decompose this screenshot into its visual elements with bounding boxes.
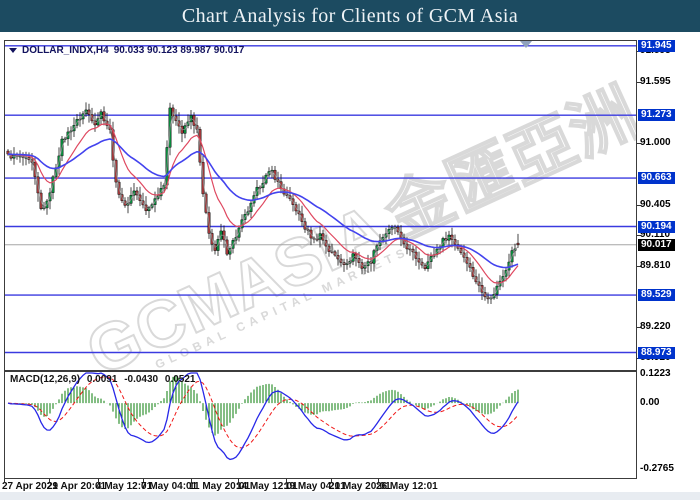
price-tick-dash — [637, 143, 641, 144]
bottom-strip — [0, 492, 700, 500]
time-axis-label: 29 Apr 20:01 — [47, 481, 107, 492]
current-price-label: 90.017 — [638, 239, 675, 251]
price-tick-dash — [637, 235, 641, 236]
macd-tick-label: 0.1223 — [640, 368, 671, 379]
macd-main-line — [7, 372, 519, 461]
price-level-label: 91.273 — [638, 109, 675, 121]
price-tick-label: 91.000 — [640, 137, 671, 148]
price-level-label: 90.194 — [638, 221, 675, 233]
time-tick — [286, 479, 287, 482]
ma-red-line — [7, 123, 519, 284]
macd-panel-border — [4, 371, 637, 479]
title-bar: Chart Analysis for Clients of GCM Asia — [0, 0, 700, 32]
time-axis-label: 14 May 12:01 — [236, 481, 298, 492]
price-tick-label: 90.405 — [640, 199, 671, 210]
main-panel-border — [4, 40, 637, 371]
time-axis-label: 21 May 20:01 — [329, 481, 391, 492]
macd-canvas[interactable] — [4, 371, 637, 479]
price-level-label: 91.945 — [638, 40, 675, 52]
time-tick — [49, 479, 50, 482]
time-axis-label: 19 May 04:01 — [284, 481, 346, 492]
price-tick-label: 91.595 — [640, 76, 671, 87]
price-tick-label: 90.110 — [640, 229, 671, 240]
time-axis-label: 27 Apr 2021 — [2, 481, 58, 492]
time-tick — [143, 479, 144, 482]
price-level-label: 89.529 — [638, 289, 675, 301]
price-tick-dash — [637, 82, 641, 83]
macd-tick-label: 0.00 — [640, 397, 660, 408]
price-tick-dash — [637, 266, 641, 267]
horizontal-level-lines[interactable] — [5, 45, 636, 354]
macd-histogram — [10, 376, 519, 436]
time-axis-label: 7 May 04:01 — [141, 481, 198, 492]
time-tick — [98, 479, 99, 482]
ma-fast-gray-line — [7, 110, 519, 299]
time-tick — [238, 479, 239, 482]
macd-signal-line — [7, 376, 519, 449]
time-tick — [4, 479, 5, 482]
price-tick-dash — [637, 205, 641, 206]
macd-main-value: 0.0091 — [86, 374, 118, 385]
macd-header: MACD(12,26,9) 0.0091 -0.0430 0.0521 — [10, 374, 199, 385]
main-chart-canvas[interactable] — [4, 40, 637, 371]
time-tick — [191, 479, 192, 482]
macd-tick-label: -0.2765 — [640, 463, 674, 474]
chart-shift-marker-icon[interactable] — [520, 41, 532, 48]
time-axis-label: 4 May 12:01 — [96, 481, 153, 492]
price-tick-dash — [637, 327, 641, 328]
price-tick-label: 89.810 — [640, 260, 671, 271]
ohlc-values: 90.033 90.123 89.987 90.017 — [113, 45, 245, 56]
ma-blue-line — [7, 138, 519, 269]
symbol-dropdown-icon[interactable] — [9, 48, 17, 53]
chart-header: DOLLAR_INDX,H4 90.033 90.123 89.987 90.0… — [9, 45, 244, 56]
macd-signal-value: -0.0430 — [124, 374, 159, 385]
price-level-label: 88.973 — [638, 347, 675, 359]
symbol-label: DOLLAR_INDX,H4 — [22, 45, 109, 56]
time-tick — [378, 479, 379, 482]
time-tick — [331, 479, 332, 482]
price-tick-label: 89.220 — [640, 321, 671, 332]
time-axis-label: 26 May 12:01 — [376, 481, 438, 492]
page-title: Chart Analysis for Clients of GCM Asia — [181, 4, 519, 27]
macd-histogram-value: 0.0521 — [164, 374, 196, 385]
time-axis-label: 11 May 20:01 — [189, 481, 251, 492]
price-level-label: 90.663 — [638, 172, 675, 184]
macd-label: MACD(12,26,9) — [10, 374, 81, 385]
